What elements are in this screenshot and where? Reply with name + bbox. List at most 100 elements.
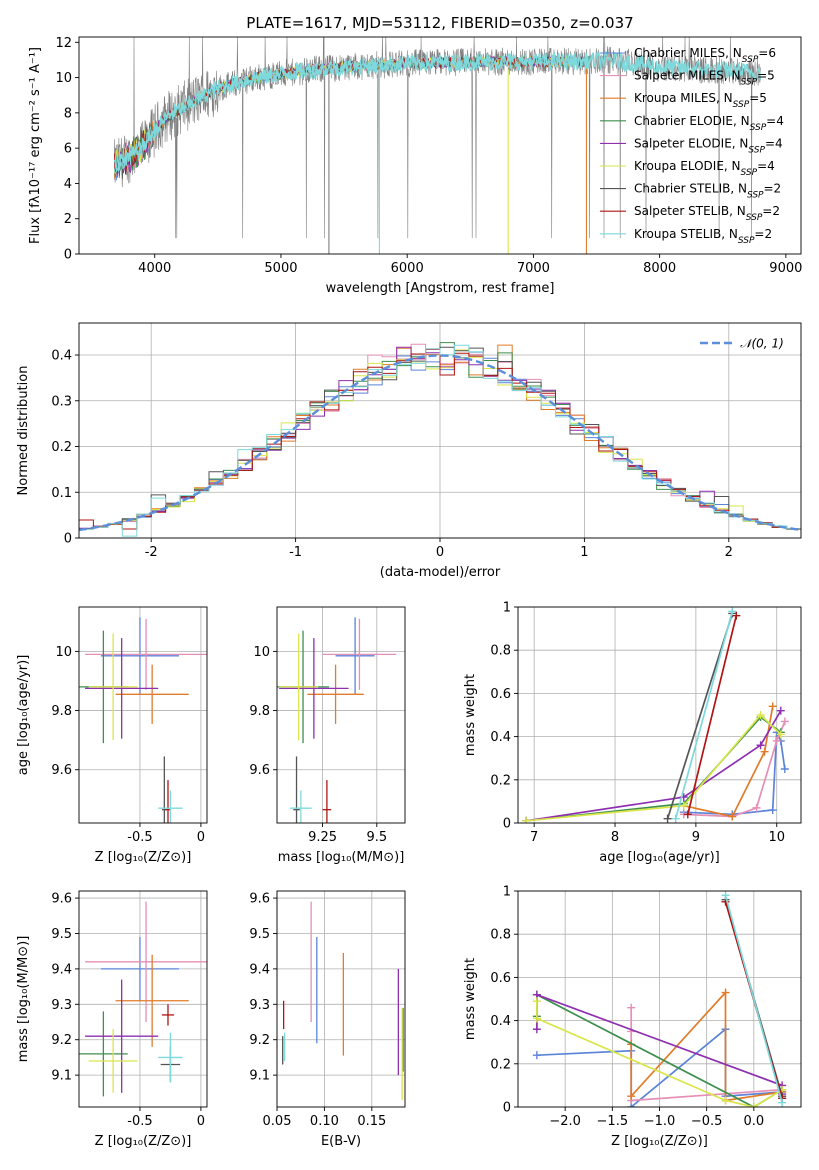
axes-frame xyxy=(78,36,802,255)
legend-entry-gaussian: 𝒩(0, 1) xyxy=(740,337,784,351)
x-tick-label: 0 xyxy=(197,830,205,845)
axes-frame xyxy=(276,606,406,824)
y-tick-label: 1 xyxy=(503,885,511,900)
legend-entry-chabrier_stelib: Chabrier STELIB, NSSP=2 xyxy=(634,182,781,201)
y-tick-label: 9.8 xyxy=(249,704,270,719)
weight-marker-kroupa_miles xyxy=(768,702,777,711)
x-tick-label: 8000 xyxy=(643,261,676,276)
plot-area xyxy=(277,617,397,823)
x-tick-label: 9.25 xyxy=(308,830,337,845)
x-tick-label: −1.5 xyxy=(597,1114,629,1129)
x-tick-label: −0.5 xyxy=(691,1114,723,1129)
weight-marker-salpeter_elodie xyxy=(776,706,785,715)
y-tick-label: 0 xyxy=(503,1101,511,1116)
plot-area xyxy=(79,901,207,1097)
figure-title: PLATE=1617, MJD=53112, FIBERID=0350, z=0… xyxy=(246,14,633,32)
x-tick-label: 9000 xyxy=(769,261,802,276)
y-tick-label: 0.4 xyxy=(490,1014,511,1029)
weight-marker-salpeter_elodie xyxy=(756,741,765,750)
weight-marker-kroupa_elodie xyxy=(756,711,765,719)
x-tick-label: 10 xyxy=(768,830,785,845)
y-tick-label: 1 xyxy=(503,601,511,616)
legend-entry-kroupa_elodie: Kroupa ELODIE, NSSP=4 xyxy=(634,159,775,178)
y-tick-label: 2 xyxy=(64,212,72,227)
weight-marker-kroupa_elodie xyxy=(522,816,531,823)
plot-area xyxy=(79,617,207,823)
x-axis-label: Z [log₁₀(Z/Z⊙)] xyxy=(95,850,192,865)
y-tick-label: 8 xyxy=(64,106,72,121)
x-tick-label: 5000 xyxy=(264,261,297,276)
weight-marker-salpeter_elodie xyxy=(532,1025,541,1034)
y-tick-label: 4 xyxy=(64,177,72,192)
y-tick-label: 0.2 xyxy=(490,1057,511,1072)
weight-line-salpeter_stelib xyxy=(686,615,738,815)
plot-area xyxy=(79,342,801,538)
weight-marker-salpeter_miles xyxy=(627,1003,636,1012)
weight-marker-kroupa_miles xyxy=(760,747,769,756)
x-tick-label: 0.10 xyxy=(310,1114,339,1129)
y-axis-label: Flux [fλ10⁻¹⁷ erg cm⁻² s⁻¹ A⁻¹] xyxy=(28,47,43,244)
weight-marker-chabrier_miles xyxy=(532,1051,541,1060)
x-tick-label: 6000 xyxy=(391,261,424,276)
y-tick-label: 9.1 xyxy=(249,1069,270,1084)
weight-marker-salpeter_stelib xyxy=(732,611,741,620)
x-axis-label: E(B-V) xyxy=(321,1134,361,1149)
axes-frame xyxy=(78,606,208,824)
y-axis-label: mass weight xyxy=(463,958,478,1040)
legend-entry-kroupa_miles: Kroupa MILES, NSSP=5 xyxy=(634,91,767,110)
y-tick-label: 10 xyxy=(55,71,72,86)
x-axis-label: Z [log₁₀(Z/Z⊙)] xyxy=(611,1134,708,1149)
weight-marker-kroupa_miles xyxy=(728,812,737,821)
x-tick-label: -0.5 xyxy=(127,1114,152,1129)
weight-marker-salpeter_miles xyxy=(772,736,781,745)
y-tick-label: 0.6 xyxy=(490,687,511,702)
weight-marker-kroupa_stelib xyxy=(721,891,730,900)
x-tick-label: 0.15 xyxy=(357,1114,386,1129)
y-tick-label: 0.2 xyxy=(490,773,511,788)
plot-area xyxy=(522,607,789,823)
x-tick-label: −2.0 xyxy=(549,1114,581,1129)
legend-entry-salpeter_stelib: Salpeter STELIB, NSSP=2 xyxy=(634,204,780,223)
y-tick-label: 0.1 xyxy=(51,486,72,501)
y-tick-label: 9.6 xyxy=(51,892,72,907)
plot-area xyxy=(532,891,787,1107)
x-tick-label: −1.0 xyxy=(644,1114,676,1129)
y-tick-label: 0 xyxy=(64,248,72,263)
x-tick-label: 9.5 xyxy=(366,830,387,845)
y-tick-label: 9.8 xyxy=(51,704,72,719)
weight-marker-kroupa_stelib xyxy=(671,814,680,823)
x-axis-label: Z [log₁₀(Z/Z⊙)] xyxy=(95,1134,192,1149)
y-tick-label: 0 xyxy=(503,817,511,832)
weight-marker-chabrier_miles xyxy=(768,806,777,815)
x-axis-label: age [log₁₀(age/yr)] xyxy=(599,850,720,865)
y-tick-label: 6 xyxy=(64,142,72,157)
weight-line-salpeter_elodie xyxy=(525,710,782,822)
y-axis-label: mass [log₁₀(M/M⊙)] xyxy=(16,936,31,1063)
weight-line-chabrier_elodie xyxy=(526,716,782,822)
y-tick-label: 0.8 xyxy=(490,644,511,659)
weight-line-kroupa_elodie xyxy=(526,713,782,822)
legend-entry-salpeter_elodie: Salpeter ELODIE, NSSP=4 xyxy=(634,136,783,155)
y-tick-label: 9.4 xyxy=(51,962,72,977)
age-vs-mass-panel: 9.25 9.5 9.6 9.8 10 mass [log₁₀(M/M⊙)] xyxy=(249,606,406,865)
weight-marker-salpeter_stelib xyxy=(683,810,692,819)
x-tick-label: 0.0 xyxy=(743,1114,764,1129)
x-tick-label: -1 xyxy=(289,545,302,560)
weight-marker-salpeter_miles xyxy=(780,717,789,726)
weight-line-kroupa_stelib xyxy=(674,611,734,819)
x-axis-label: wavelength [Angstrom, rest frame] xyxy=(326,281,555,296)
y-tick-label: 12 xyxy=(55,36,72,51)
x-tick-label: 0 xyxy=(436,545,444,560)
weight-marker-kroupa_elodie xyxy=(776,730,785,739)
spectrum-panel: 4000 5000 6000 7000 8000 9000 0 2 4 6 8 10 12 wavelen… xyxy=(28,36,802,296)
y-tick-label: 9.3 xyxy=(51,998,72,1013)
y-axis-label: mass weight xyxy=(463,674,478,756)
x-tick-label: 8 xyxy=(611,830,619,845)
x-tick-label: -0.5 xyxy=(127,830,152,845)
weight-marker-chabrier_miles xyxy=(780,765,789,773)
weight-marker-kroupa_elodie xyxy=(532,1014,541,1023)
x-tick-label: 4000 xyxy=(138,261,171,276)
y-tick-label: 9.6 xyxy=(51,763,72,778)
weight-marker-kroupa_elodie xyxy=(749,1103,758,1107)
